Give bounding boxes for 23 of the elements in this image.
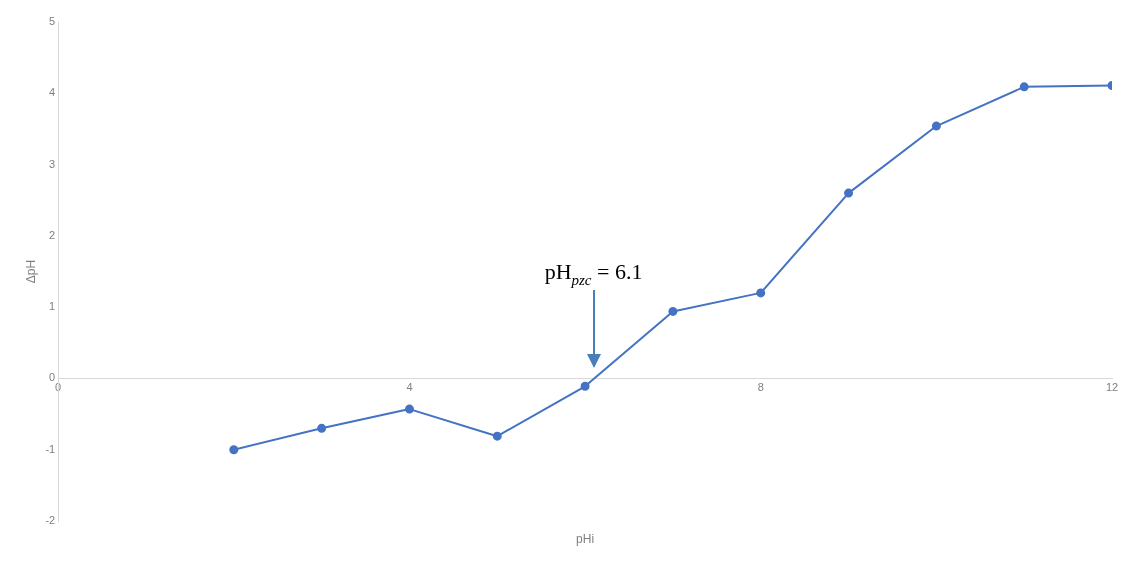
x-axis-title: pHi bbox=[576, 532, 595, 547]
point bbox=[1019, 82, 1029, 92]
y-tick-label: 2 bbox=[49, 228, 56, 241]
point bbox=[668, 306, 678, 316]
y-tick-label: 5 bbox=[49, 15, 56, 28]
y-tick-label: 1 bbox=[49, 300, 56, 313]
point bbox=[580, 381, 590, 391]
point bbox=[844, 188, 854, 198]
x-tick-label: 8 bbox=[757, 381, 764, 394]
point bbox=[492, 431, 502, 441]
x-tick-label: 4 bbox=[406, 381, 413, 394]
y-tick-label: -1 bbox=[45, 442, 56, 455]
y-tick-label: 3 bbox=[49, 157, 56, 170]
point bbox=[931, 121, 941, 131]
point bbox=[317, 423, 327, 433]
y-tick-label: -2 bbox=[45, 514, 56, 527]
y-axis-title: ΔpH bbox=[23, 259, 38, 284]
point bbox=[756, 288, 766, 298]
point bbox=[229, 445, 239, 455]
point bbox=[404, 404, 414, 414]
y-tick-label: 0 bbox=[49, 371, 56, 384]
x-tick-label: 12 bbox=[1105, 381, 1119, 394]
y-tick-label: 4 bbox=[49, 86, 56, 99]
